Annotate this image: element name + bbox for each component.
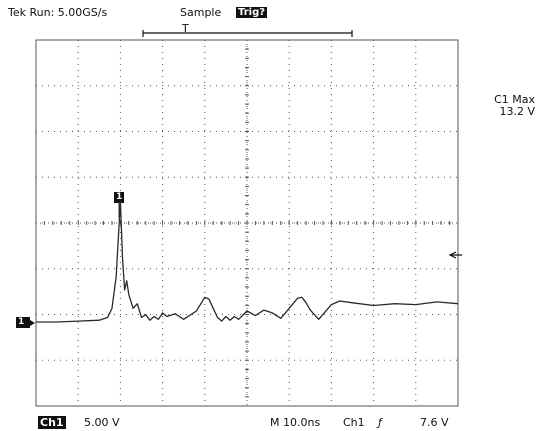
trigger-status-badge: Trig? [236,7,268,18]
channel-ground-marker: 1 [16,317,31,328]
acquisition-mode: Sample [180,6,222,19]
channel-arrow-icon [30,320,35,326]
trigger-source: Ch1 [343,416,365,429]
cursor-marker: 1 [114,192,125,203]
measurement-label: C1 Max [494,93,535,106]
trigger-slope-icon: ƒ [378,416,382,429]
trigger-position-marker: T [182,22,189,35]
volts-per-div: 5.00 V [84,416,120,429]
measurement-value: 13.2 V [499,105,535,118]
channel-badge: Ch1 [38,416,66,429]
trigger-level: 7.6 V [420,416,449,429]
timebase: M 10.0ns [270,416,321,429]
status-text: Tek Run: 5.00GS/s [8,6,108,19]
waveform-trace [36,200,459,323]
trigger-level-arrow-icon [448,251,462,259]
trigger-window-bracket [142,30,353,37]
